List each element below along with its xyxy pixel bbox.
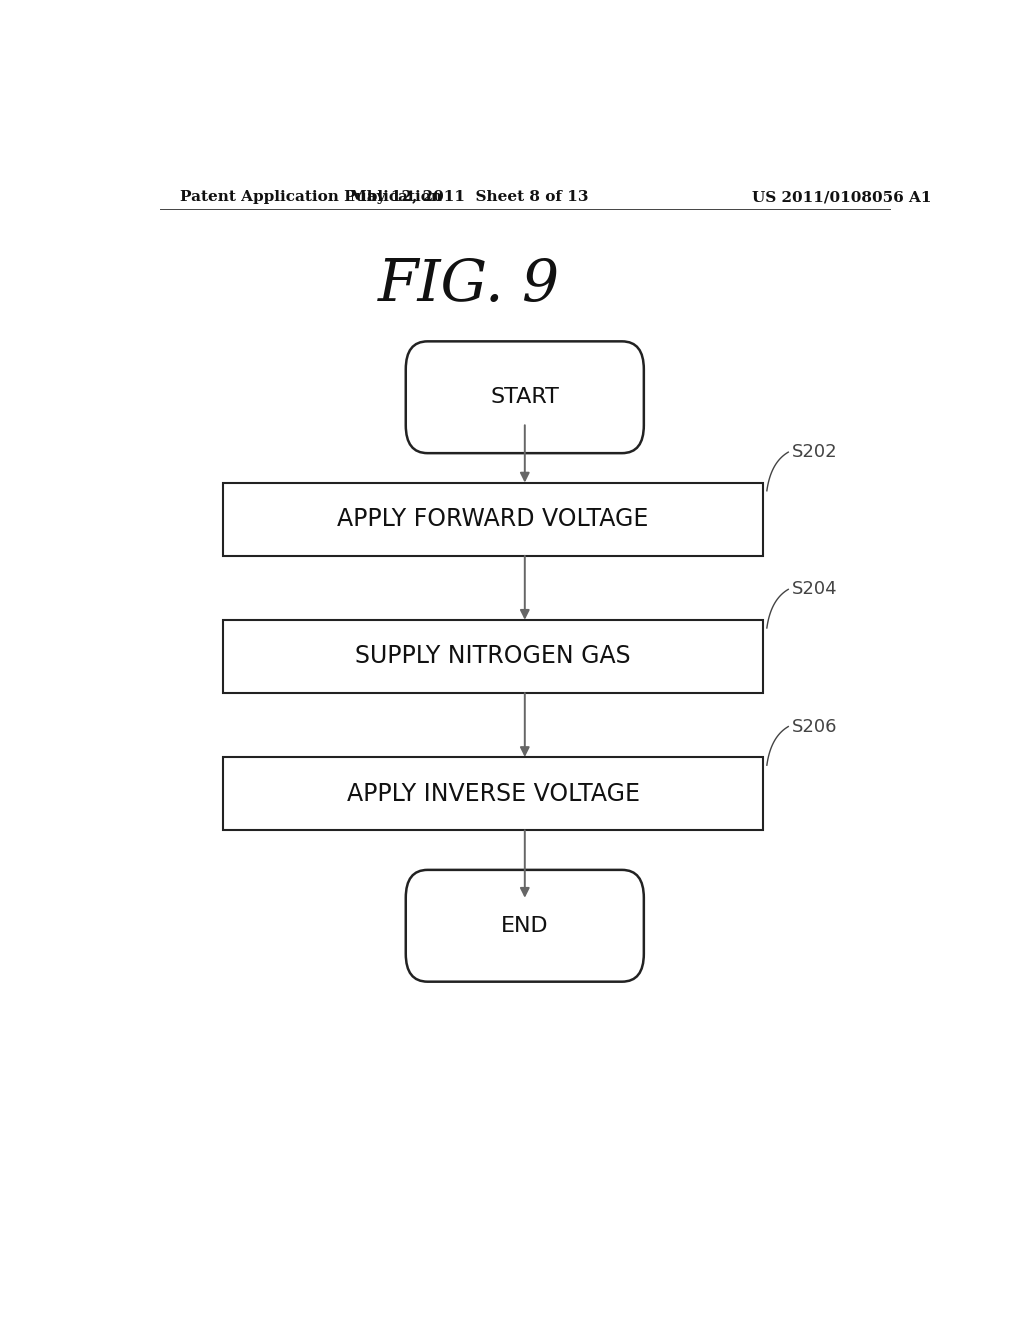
Text: S204: S204 bbox=[793, 581, 838, 598]
Text: APPLY FORWARD VOLTAGE: APPLY FORWARD VOLTAGE bbox=[337, 507, 649, 531]
Text: SUPPLY NITROGEN GAS: SUPPLY NITROGEN GAS bbox=[355, 644, 631, 668]
Text: APPLY INVERSE VOLTAGE: APPLY INVERSE VOLTAGE bbox=[346, 781, 640, 805]
FancyBboxPatch shape bbox=[406, 342, 644, 453]
FancyBboxPatch shape bbox=[406, 870, 644, 982]
Text: Patent Application Publication: Patent Application Publication bbox=[179, 190, 441, 205]
Text: END: END bbox=[501, 916, 549, 936]
FancyBboxPatch shape bbox=[223, 758, 763, 830]
Text: FIG. 9: FIG. 9 bbox=[378, 257, 560, 314]
Text: US 2011/0108056 A1: US 2011/0108056 A1 bbox=[753, 190, 932, 205]
Text: May 12, 2011  Sheet 8 of 13: May 12, 2011 Sheet 8 of 13 bbox=[350, 190, 589, 205]
FancyBboxPatch shape bbox=[223, 483, 763, 556]
Text: S206: S206 bbox=[793, 718, 838, 735]
Text: S202: S202 bbox=[793, 444, 838, 461]
Text: START: START bbox=[490, 387, 559, 408]
FancyBboxPatch shape bbox=[223, 620, 763, 693]
